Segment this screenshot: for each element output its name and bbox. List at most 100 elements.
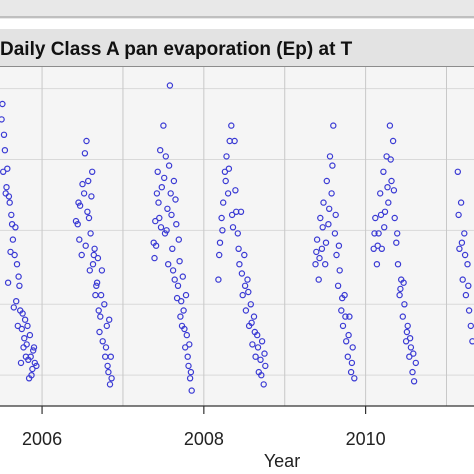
data-point-214	[372, 214, 379, 222]
data-point-223	[386, 122, 394, 129]
data-point-56	[93, 279, 101, 286]
page-top-strip	[0, 0, 474, 19]
data-point-177	[313, 236, 321, 243]
data-point-166	[232, 187, 239, 194]
data-point-185	[326, 153, 334, 160]
x-tick-label-0: 2006	[22, 429, 62, 449]
data-point-88	[156, 214, 163, 222]
data-point-122	[173, 294, 181, 302]
data-point-102	[174, 282, 182, 289]
data-point-78	[98, 267, 106, 274]
data-point-128	[184, 353, 191, 360]
data-point-51	[87, 230, 94, 237]
data-point-180	[318, 245, 326, 252]
data-point-117	[163, 227, 170, 234]
data-point-192	[338, 307, 345, 314]
data-point-210	[342, 313, 349, 320]
data-point-220	[381, 208, 389, 215]
data-point-163	[222, 177, 229, 185]
data-point-167	[235, 245, 242, 252]
chart-title: Daily Class A pan evaporation (Ep) at T	[0, 39, 353, 60]
data-point-123	[175, 236, 182, 243]
data-point-75	[93, 282, 100, 289]
data-point-25	[0, 131, 8, 138]
data-point-204	[322, 239, 330, 246]
data-point-125	[179, 273, 186, 280]
data-point-99	[170, 177, 178, 185]
data-point-1	[0, 168, 7, 175]
data-point-65	[108, 375, 115, 382]
data-point-176	[312, 261, 319, 268]
data-point-115	[157, 224, 165, 231]
data-point-262	[469, 338, 474, 345]
data-point-63	[105, 368, 112, 376]
data-point-206	[329, 162, 336, 169]
data-point-74	[90, 251, 98, 259]
data-point-257	[461, 230, 468, 237]
data-point-96	[166, 82, 174, 89]
data-point-36	[21, 316, 29, 323]
data-point-191	[336, 267, 343, 274]
data-point-179	[317, 214, 324, 222]
data-point-196	[344, 353, 351, 360]
data-point-188	[331, 230, 339, 237]
data-point-32	[15, 273, 22, 280]
data-point-227	[393, 239, 400, 246]
data-point-248	[397, 285, 404, 293]
data-point-249	[400, 279, 407, 286]
data-point-93	[162, 153, 169, 160]
data-points	[0, 82, 474, 394]
data-point-162	[219, 227, 226, 234]
data-point-245	[387, 156, 394, 163]
data-point-231	[399, 313, 406, 320]
data-point-103	[176, 258, 183, 265]
data-point-7	[8, 211, 15, 219]
x-axis-ticks: 2006 2008 2010	[22, 406, 386, 449]
data-point-120	[169, 267, 177, 274]
data-point-141	[231, 137, 238, 145]
data-point-28	[7, 248, 14, 256]
data-point-38	[25, 356, 32, 363]
data-point-26	[3, 183, 10, 191]
data-point-83	[107, 353, 115, 360]
data-point-79	[101, 301, 108, 308]
data-point-76	[94, 254, 102, 262]
data-point-151	[247, 301, 254, 308]
data-point-228	[394, 261, 402, 268]
data-point-160	[262, 362, 269, 370]
data-point-90	[158, 183, 165, 191]
data-point-6	[6, 199, 13, 206]
data-point-13	[16, 282, 23, 289]
data-point-182	[322, 261, 329, 268]
data-point-149	[244, 276, 251, 283]
data-point-168	[238, 270, 246, 277]
x-tick-label-2: 2010	[346, 429, 386, 449]
data-point-233	[402, 338, 410, 345]
data-point-261	[467, 322, 474, 330]
data-point-242	[377, 211, 385, 219]
data-point-16	[21, 335, 28, 342]
data-point-112	[151, 254, 158, 262]
data-point-22	[30, 344, 38, 351]
data-point-18	[24, 322, 31, 330]
data-point-2	[1, 146, 9, 154]
data-point-197	[346, 313, 353, 320]
data-point-130	[187, 368, 195, 376]
data-point-37	[23, 341, 30, 348]
data-point-30	[11, 251, 18, 259]
data-point-14	[17, 359, 25, 367]
data-point-213	[370, 245, 377, 252]
data-point-266	[465, 282, 472, 289]
data-point-251	[406, 335, 414, 342]
data-point-45	[76, 236, 83, 243]
data-point-258	[462, 291, 470, 299]
data-point-252	[410, 350, 417, 357]
data-point-158	[258, 338, 266, 345]
data-point-68	[78, 251, 85, 259]
data-point-127	[182, 291, 190, 299]
data-point-85	[152, 217, 159, 225]
data-point-250	[403, 328, 411, 336]
data-point-57	[95, 307, 102, 314]
data-point-107	[181, 344, 189, 351]
data-point-113	[152, 242, 160, 249]
